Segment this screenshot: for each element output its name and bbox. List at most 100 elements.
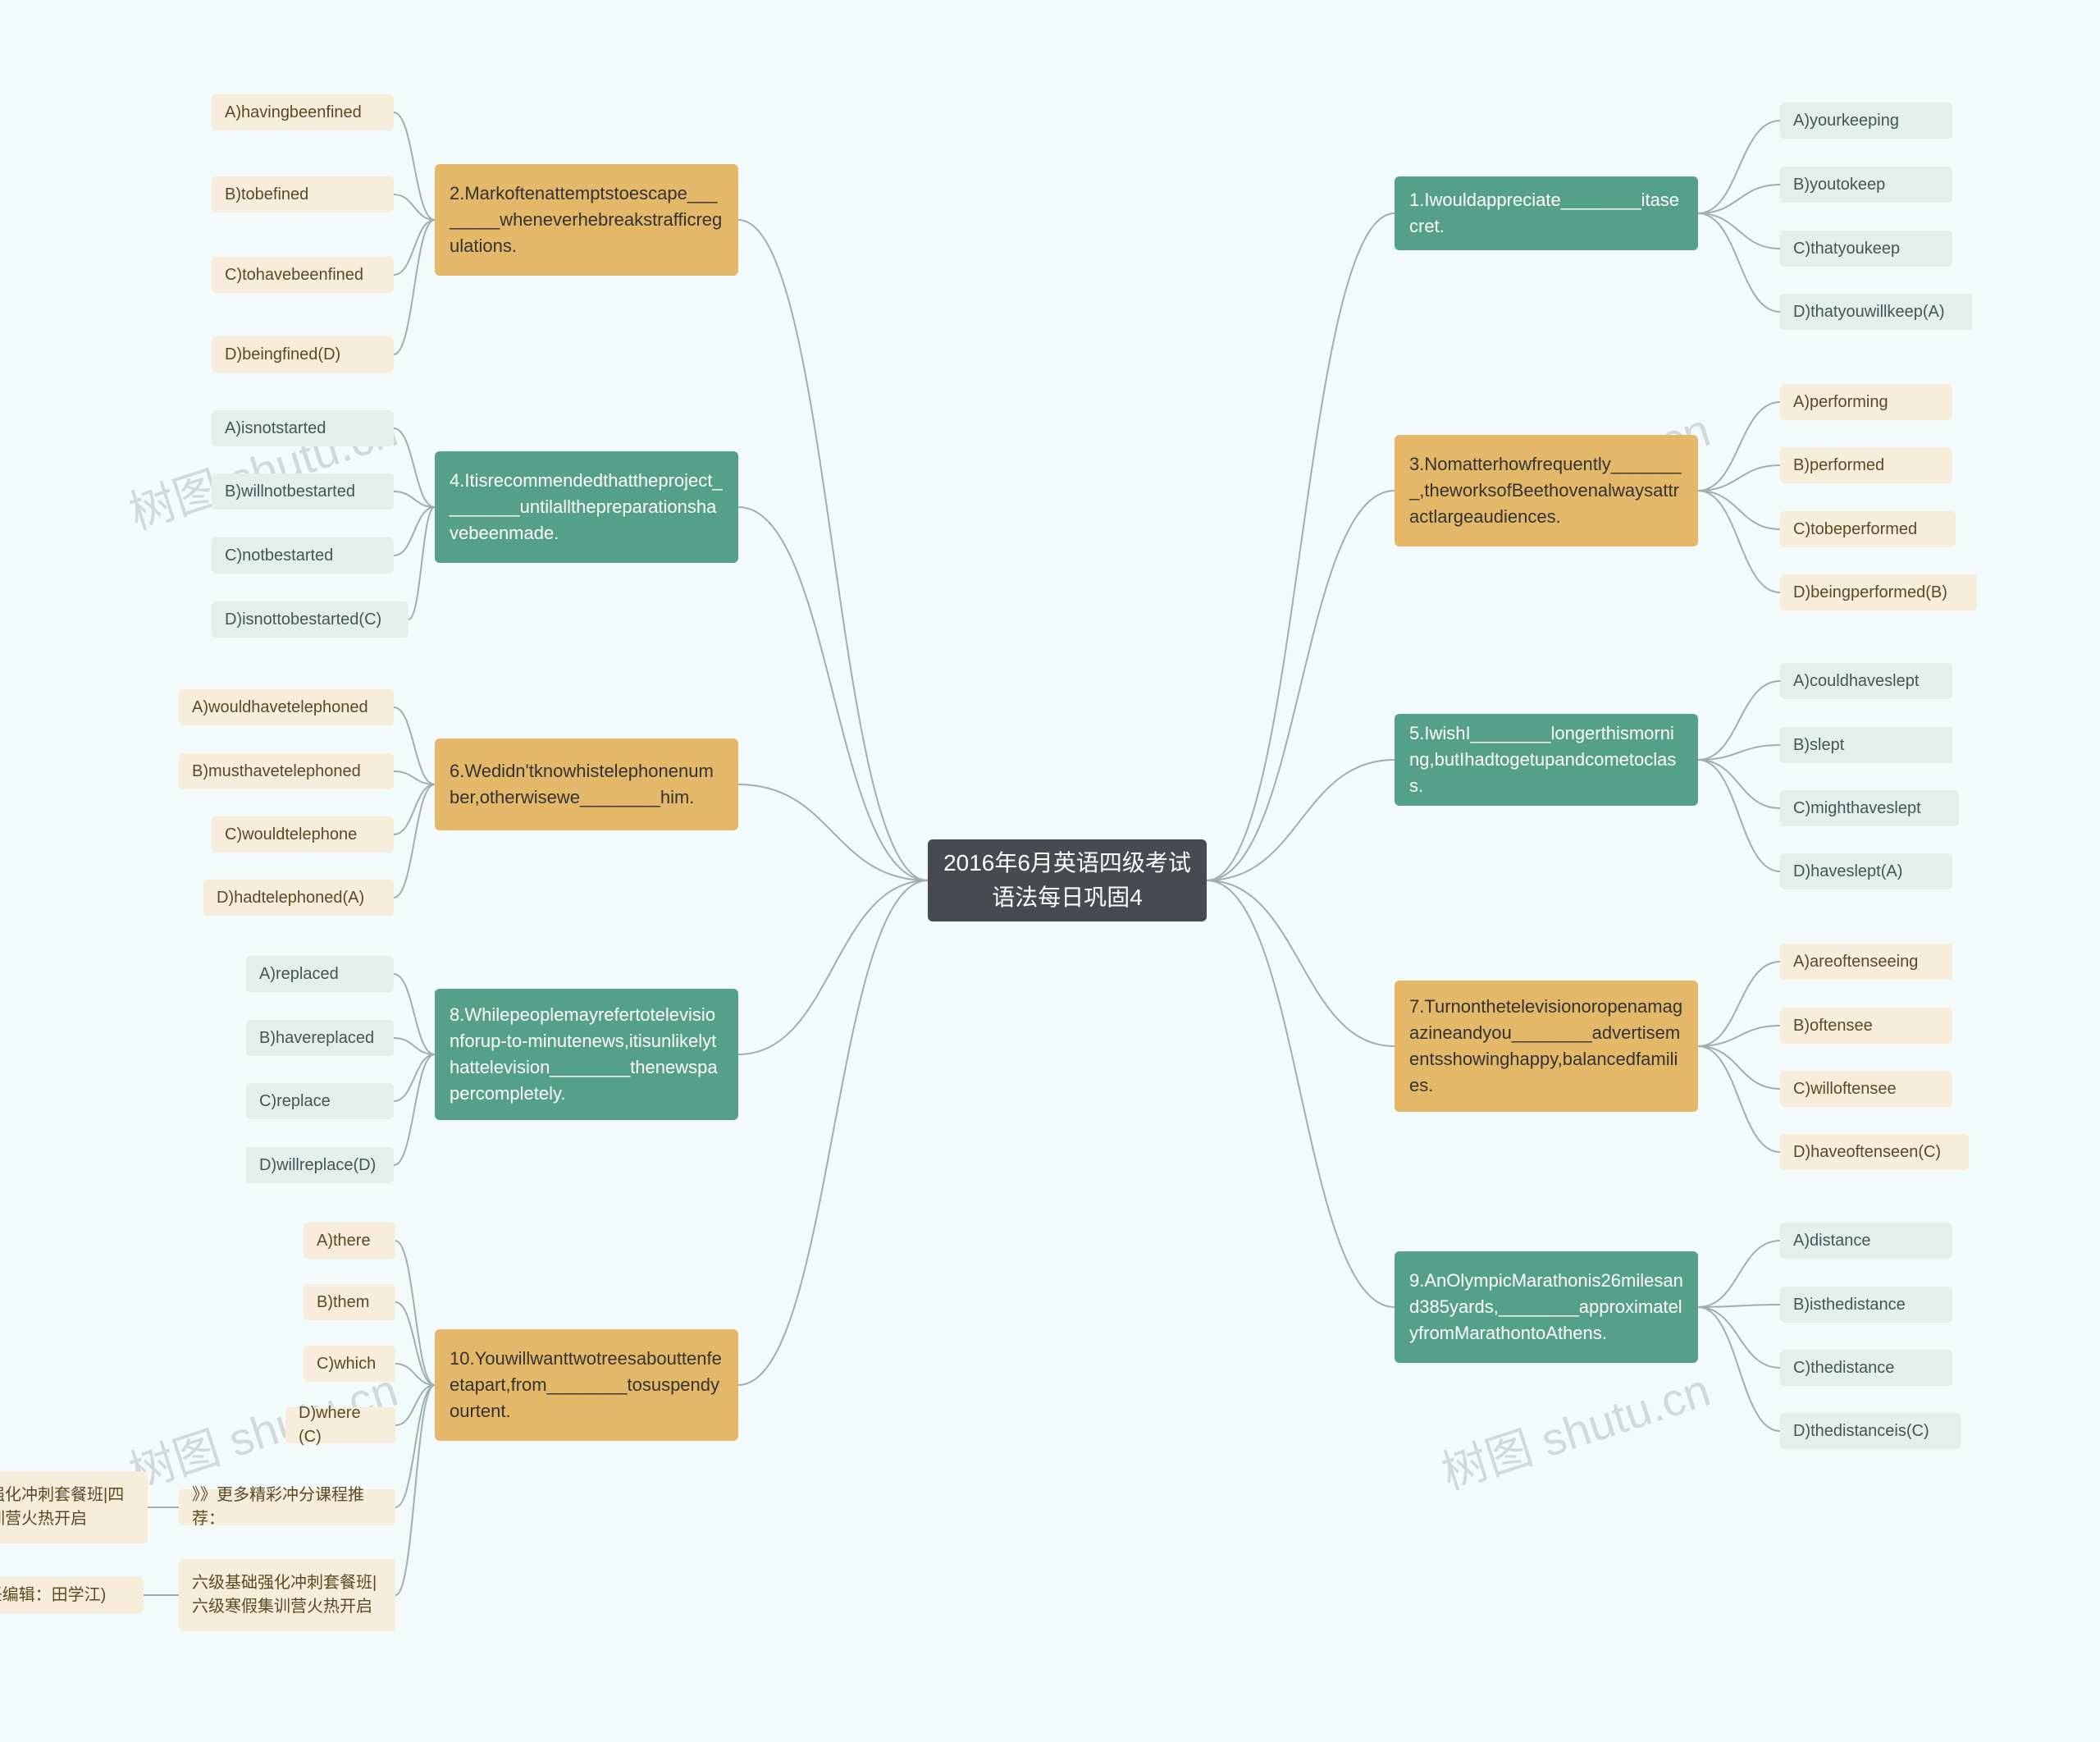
option-q1-1-label: B)youtokeep — [1793, 173, 1885, 197]
option-q4-0-label: A)isnotstarted — [225, 417, 326, 441]
option-q10-3-label: D)where(C) — [299, 1401, 382, 1449]
option-q5-2-label: C)mighthaveslept — [1793, 797, 1921, 821]
extra-q10-0: 》》更多精彩冲分课程推荐： — [179, 1489, 395, 1525]
option-q8-1-label: B)havereplaced — [259, 1026, 374, 1050]
question-q8: 8.Whilepeoplemayrefertotelevisionforup-t… — [435, 989, 738, 1120]
option-q2-3-label: D)beingfined(D) — [225, 343, 340, 367]
option-q8-3-label: D)willreplace(D) — [259, 1154, 376, 1177]
option-q9-1: B)isthedistance — [1780, 1287, 1952, 1323]
option-q7-2-label: C)willoftensee — [1793, 1077, 1897, 1101]
question-q6-label: 6.Wedidn'tknowhistelephonenumber,otherwi… — [450, 758, 724, 811]
option-q4-2: C)notbestarted — [212, 537, 394, 574]
option-q5-1-label: B)slept — [1793, 734, 1844, 757]
option-q2-1: B)tobefined — [212, 176, 394, 213]
option-q6-3-label: D)hadtelephoned(A) — [217, 886, 364, 910]
option-q9-3-label: D)thedistanceis(C) — [1793, 1420, 1929, 1443]
option-q10-0: A)there — [304, 1223, 395, 1259]
option-q6-2: C)wouldtelephone — [212, 816, 394, 853]
question-q5-label: 5.IwishI________longerthismorning,butIha… — [1409, 720, 1683, 799]
option-q9-2: C)thedistance — [1780, 1350, 1952, 1386]
question-q7: 7.Turnonthetelevisionoropenamagazineandy… — [1395, 981, 1698, 1112]
option-q7-1-label: B)oftensee — [1793, 1014, 1873, 1038]
option-q5-3-label: D)haveslept(A) — [1793, 860, 1902, 884]
option-q5-3: D)haveslept(A) — [1780, 853, 1952, 889]
option-q5-2: C)mighthaveslept — [1780, 790, 1959, 826]
option-q8-2-label: C)replace — [259, 1090, 331, 1113]
option-q2-0: A)havingbeenfined — [212, 94, 394, 130]
option-q5-1: B)slept — [1780, 727, 1952, 763]
option-q4-3-label: D)isnottobestarted(C) — [225, 608, 381, 632]
extra-q10-0-label: 》》更多精彩冲分课程推荐： — [192, 1484, 382, 1531]
option-q3-3-label: D)beingperformed(B) — [1793, 581, 1947, 605]
option-q7-1: B)oftensee — [1780, 1008, 1952, 1044]
option-q9-3: D)thedistanceis(C) — [1780, 1413, 1961, 1449]
option-q5-0: A)couldhaveslept — [1780, 663, 1952, 699]
option-q1-3-label: D)thatyouwillkeep(A) — [1793, 300, 1945, 324]
option-q7-0-label: A)areoftenseeing — [1793, 950, 1918, 974]
question-q3-label: 3.Nomatterhowfrequently________,theworks… — [1409, 451, 1683, 530]
option-q8-2: C)replace — [246, 1083, 394, 1119]
option-q8-1: B)havereplaced — [246, 1020, 394, 1056]
option-q6-0-label: A)wouldhavetelephoned — [192, 696, 368, 720]
question-q9-label: 9.AnOlympicMarathonis26milesand385yards,… — [1409, 1268, 1683, 1347]
root-node: 2016年6月英语四级考试语法每日巩固4 — [928, 839, 1207, 921]
option-q3-0: A)performing — [1780, 384, 1952, 420]
question-q3: 3.Nomatterhowfrequently________,theworks… — [1395, 435, 1698, 546]
option-q8-0-label: A)replaced — [259, 962, 339, 986]
option-q7-0: A)areoftenseeing — [1780, 944, 1952, 980]
option-q10-2: C)which — [304, 1346, 395, 1382]
option-q4-1: B)willnotbestarted — [212, 473, 394, 510]
question-q8-label: 8.Whilepeoplemayrefertotelevisionforup-t… — [450, 1002, 724, 1107]
extra-sub-q10-0: 四级基础强化冲刺套餐班|四级寒假集训营火热开启 — [0, 1471, 148, 1543]
question-q4-label: 4.Itisrecommendedthattheproject________u… — [450, 468, 724, 546]
option-q2-1-label: B)tobefined — [225, 183, 308, 207]
option-q5-0-label: A)couldhaveslept — [1793, 670, 1919, 693]
option-q4-3: D)isnottobestarted(C) — [212, 601, 409, 638]
option-q7-2: C)willoftensee — [1780, 1071, 1952, 1107]
option-q10-1-label: B)them — [317, 1291, 369, 1315]
question-q5: 5.IwishI________longerthismorning,butIha… — [1395, 714, 1698, 806]
question-q1-label: 1.Iwouldappreciate________itasecret. — [1409, 187, 1683, 240]
option-q8-3: D)willreplace(D) — [246, 1147, 394, 1183]
option-q1-1: B)youtokeep — [1780, 167, 1952, 203]
option-q6-1: B)musthavetelephoned — [179, 753, 394, 789]
root-label: 2016年6月英语四级考试语法每日巩固4 — [943, 846, 1192, 915]
option-q7-3: D)haveoftenseen(C) — [1780, 1134, 1969, 1170]
option-q10-3: D)where(C) — [285, 1407, 395, 1443]
option-q1-2: C)thatyoukeep — [1780, 231, 1952, 267]
option-q4-1-label: B)willnotbestarted — [225, 480, 355, 504]
option-q3-2: C)tobeperformed — [1780, 511, 1956, 547]
option-q8-0: A)replaced — [246, 956, 394, 992]
question-q2-label: 2.Markoftenattemptstoescape________whene… — [450, 181, 724, 259]
question-q10-label: 10.Youwillwanttwotreesabouttenfeetapart,… — [450, 1346, 724, 1424]
option-q10-1: B)them — [304, 1284, 395, 1320]
option-q2-2-label: C)tohavebeenfined — [225, 263, 363, 287]
option-q1-0-label: A)yourkeeping — [1793, 109, 1899, 133]
option-q4-0: A)isnotstarted — [212, 410, 394, 446]
option-q10-2-label: C)which — [317, 1352, 376, 1376]
question-q4: 4.Itisrecommendedthattheproject________u… — [435, 451, 738, 563]
option-q9-0: A)distance — [1780, 1223, 1952, 1259]
option-q3-2-label: C)tobeperformed — [1793, 518, 1917, 542]
option-q7-3-label: D)haveoftenseen(C) — [1793, 1141, 1941, 1164]
option-q9-1-label: B)isthedistance — [1793, 1293, 1906, 1317]
option-q3-0-label: A)performing — [1793, 391, 1888, 414]
question-q2: 2.Markoftenattemptstoescape________whene… — [435, 164, 738, 276]
option-q1-3: D)thatyouwillkeep(A) — [1780, 294, 1972, 330]
option-q4-2-label: C)notbestarted — [225, 544, 333, 568]
watermark: 树图 shutu.cn — [1432, 1354, 1718, 1503]
option-q3-1: B)performed — [1780, 447, 1952, 483]
option-q10-0-label: A)there — [317, 1229, 371, 1253]
option-q9-0-label: A)distance — [1793, 1229, 1871, 1253]
question-q7-label: 7.Turnonthetelevisionoropenamagazineandy… — [1409, 994, 1683, 1099]
extra-sub-q10-1: (责任编辑：田学江) — [0, 1577, 144, 1613]
option-q6-3: D)hadtelephoned(A) — [203, 880, 394, 916]
option-q3-1-label: B)performed — [1793, 454, 1884, 478]
extra-sub-q10-0-label: 四级基础强化冲刺套餐班|四级寒假集训营火热开启 — [0, 1484, 135, 1531]
option-q2-0-label: A)havingbeenfined — [225, 101, 362, 125]
option-q2-3: D)beingfined(D) — [212, 336, 394, 373]
option-q3-3: D)beingperformed(B) — [1780, 574, 1977, 610]
question-q6: 6.Wedidn'tknowhistelephonenumber,otherwi… — [435, 738, 738, 830]
option-q9-2-label: C)thedistance — [1793, 1356, 1894, 1380]
option-q6-0: A)wouldhavetelephoned — [179, 689, 394, 725]
